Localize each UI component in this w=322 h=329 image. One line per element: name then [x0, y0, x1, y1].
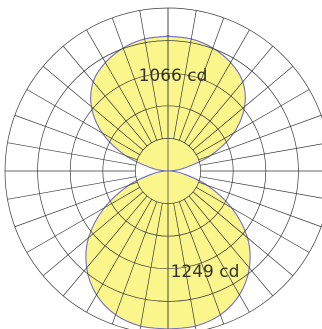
grid-spoke — [42, 65, 144, 151]
grid-spoke — [42, 191, 144, 277]
grid-spoke — [183, 29, 250, 143]
grid-spoke — [173, 10, 197, 139]
grid-spoke — [192, 65, 294, 151]
grid-spoke — [86, 199, 153, 313]
grid-spoke — [111, 17, 158, 141]
polar-grid — [4, 7, 322, 329]
grid-spoke — [198, 181, 322, 228]
lower-lobe-label: 1249 cd — [171, 262, 240, 282]
grid-spoke — [111, 201, 158, 325]
grid-spoke — [188, 195, 274, 297]
grid-spoke — [178, 201, 225, 325]
grid-spoke — [14, 114, 138, 161]
grid-spoke — [188, 45, 274, 147]
grid-spoke — [173, 203, 197, 329]
grid-spoke — [198, 114, 322, 161]
grid-spoke — [192, 191, 294, 277]
grid-spoke — [26, 186, 140, 253]
grid-spoke — [62, 195, 148, 297]
grid-spoke — [139, 10, 163, 139]
grid-spoke — [196, 89, 310, 156]
grid-spoke — [183, 199, 250, 313]
grid-spoke — [139, 203, 163, 329]
grid-spoke — [196, 186, 310, 253]
grid-spoke — [14, 181, 138, 228]
grid-spoke — [178, 17, 225, 141]
grid-spoke — [7, 176, 136, 200]
grid-spoke — [200, 143, 322, 166]
grid-spoke — [7, 142, 136, 166]
grid-spoke — [200, 176, 322, 199]
grid-spoke — [86, 29, 153, 143]
upper-lobe-label: 1066 cd — [139, 66, 208, 86]
grid-spoke — [26, 89, 140, 156]
grid-spoke — [62, 45, 148, 147]
